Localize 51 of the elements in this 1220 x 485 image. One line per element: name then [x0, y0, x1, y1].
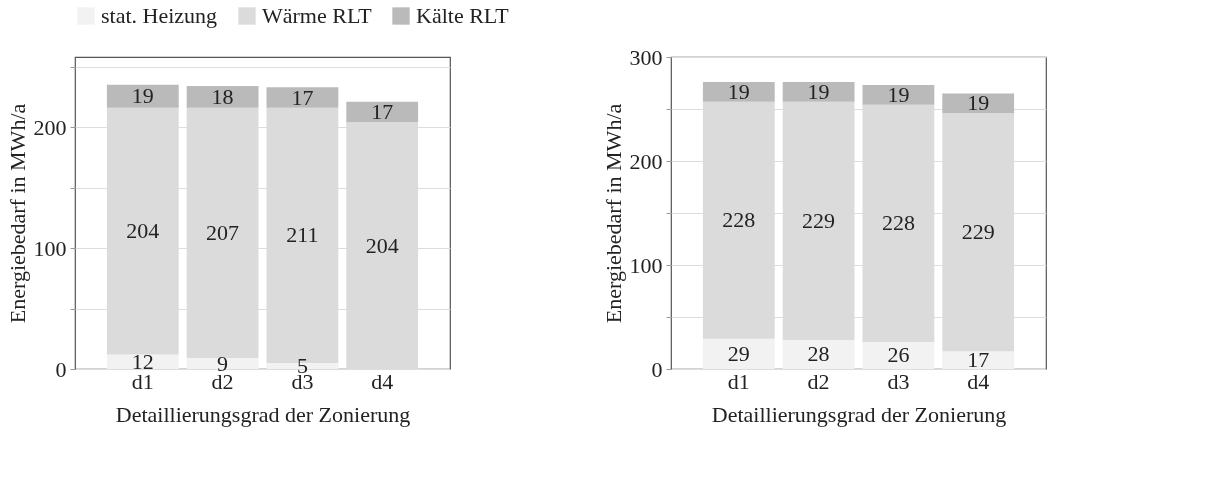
bar — [346, 101, 419, 123]
data-label: 17 — [371, 99, 394, 125]
bar — [862, 341, 935, 369]
legend-label: Kälte RLT — [416, 3, 510, 28]
bar — [702, 81, 775, 102]
y-tick-label: 0 — [55, 356, 67, 382]
y-axis-title: Energiebedarf in MWh/a — [600, 103, 626, 324]
y-tick-label: 0 — [651, 356, 663, 382]
data-label: 26 — [887, 342, 910, 368]
bar — [186, 358, 259, 369]
data-label: 17 — [291, 84, 314, 110]
data-label: 29 — [727, 340, 750, 366]
x-axis-title: Detaillierungsgrad der Zonierung — [711, 401, 1007, 427]
bar — [266, 87, 339, 108]
legend-label: Wärme RLT — [262, 3, 373, 28]
data-label: 229 — [802, 207, 836, 233]
bar — [782, 339, 855, 369]
bar — [782, 81, 855, 102]
bar — [942, 93, 1015, 114]
data-label: 228 — [722, 207, 756, 233]
data-label: 204 — [365, 232, 399, 258]
data-label: 228 — [881, 210, 915, 236]
data-label: 229 — [961, 219, 995, 245]
data-label: 18 — [211, 83, 234, 109]
data-label: 19 — [807, 78, 830, 104]
bar — [862, 85, 935, 105]
data-label: 207 — [206, 219, 240, 245]
bar — [106, 84, 179, 108]
y-tick-label: 100 — [33, 235, 67, 261]
data-label: 19 — [887, 81, 910, 107]
x-tick-label: d4 — [371, 368, 394, 394]
x-tick-label: d3 — [887, 368, 910, 394]
bar — [942, 351, 1015, 369]
y-tick-label: 300 — [629, 44, 663, 70]
x-tick-label: d2 — [807, 368, 830, 394]
y-axis-title: Energiebedarf in MWh/a — [4, 103, 30, 324]
legend-label: stat. Heizung — [101, 3, 218, 28]
data-label: 204 — [126, 218, 160, 244]
data-label: 19 — [967, 90, 990, 116]
data-label: 19 — [727, 78, 750, 104]
bar — [186, 86, 259, 108]
y-tick-label: 100 — [629, 252, 663, 278]
y-tick-label: 200 — [629, 148, 663, 174]
data-label: 211 — [286, 222, 319, 248]
bar — [702, 338, 775, 369]
y-tick-label: 200 — [33, 114, 67, 140]
data-label: 28 — [807, 341, 830, 367]
data-label: 19 — [131, 83, 154, 109]
x-axis-title: Detaillierungsgrad der Zonierung — [115, 401, 411, 427]
bar — [106, 354, 179, 369]
x-tick-label: d1 — [727, 368, 750, 394]
